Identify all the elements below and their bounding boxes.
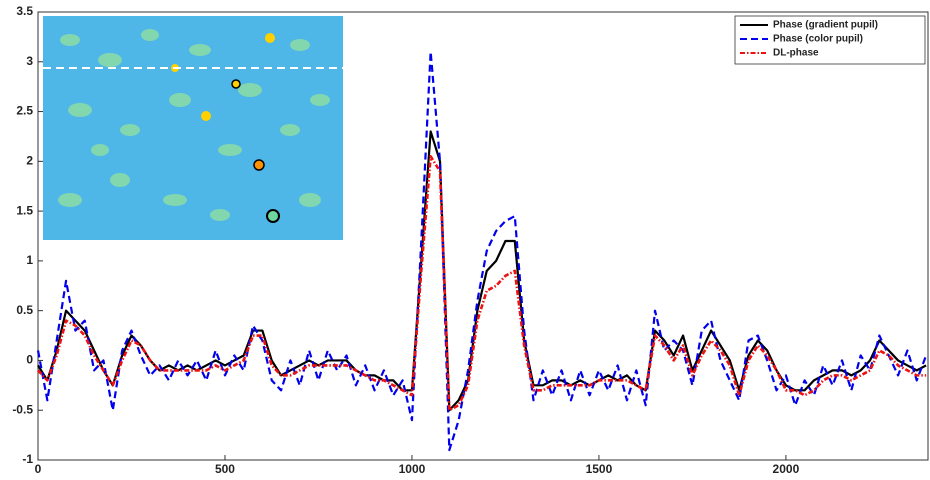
legend: Phase (gradient pupil) Phase (color pupil…: [734, 15, 926, 65]
y-tick-label: 3: [26, 54, 33, 68]
series-line: [37, 130, 927, 412]
inset-image: [43, 16, 343, 240]
y-tick-label: 0.5: [16, 303, 33, 317]
x-tick-label: 1000: [399, 462, 426, 476]
legend-label: Phase (gradient pupil): [773, 20, 878, 31]
y-tick-label: 2: [26, 154, 33, 168]
x-tick-label: 500: [215, 462, 235, 476]
lines: [36, 50, 928, 452]
inset-cells: [58, 29, 330, 221]
x-tick-label: 2000: [773, 462, 800, 476]
series-line: [37, 155, 927, 412]
x-tick-label: 1500: [586, 462, 613, 476]
y-tick-label: -0.5: [12, 402, 33, 416]
y-tick-label: 1.5: [16, 203, 33, 217]
x-tick-label: 0: [35, 462, 42, 476]
y-tick-label: 1: [26, 253, 33, 267]
y-tick-label: -1: [22, 452, 33, 466]
series-line: [36, 50, 928, 452]
y-tick-label: 2.5: [16, 104, 33, 118]
y-tick-label: 0: [26, 353, 33, 367]
y-tick-label: 3.5: [16, 4, 33, 18]
inset-markers: [171, 33, 280, 223]
legend-label: Phase (color pupil): [773, 34, 863, 45]
legend-label: DL-phase: [773, 48, 819, 59]
